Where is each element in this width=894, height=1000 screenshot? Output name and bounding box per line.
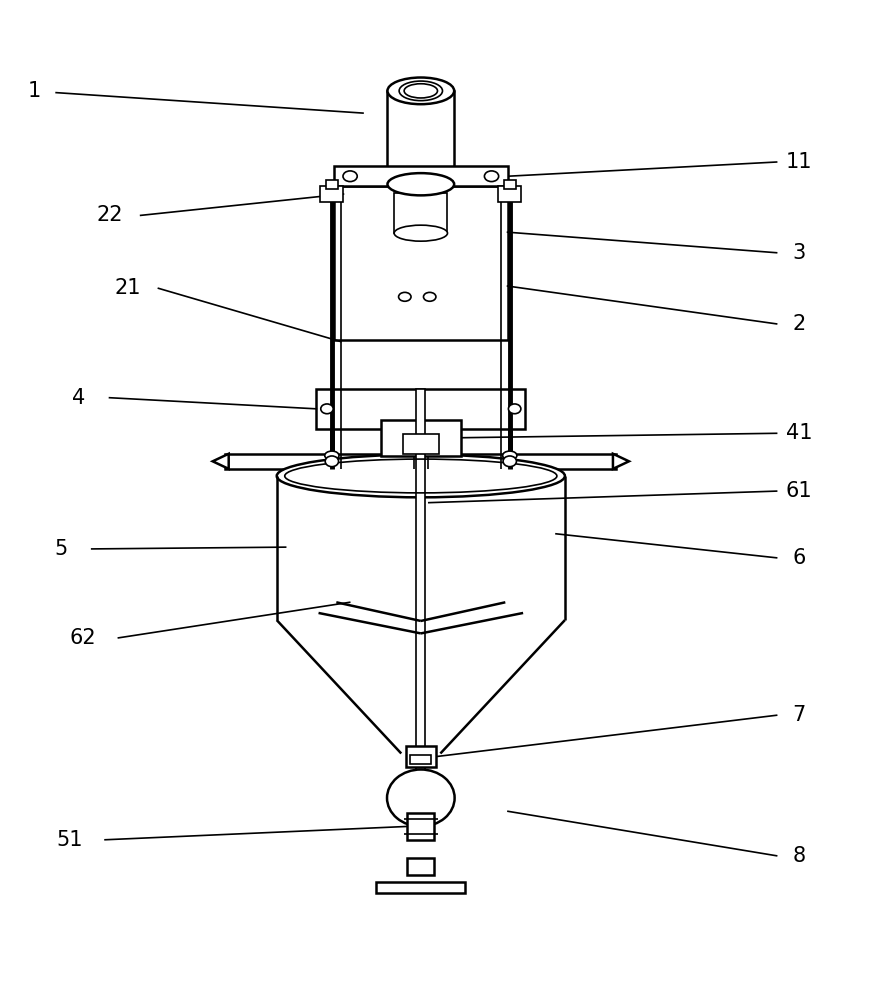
- Bar: [407, 813, 434, 840]
- Bar: [503, 180, 516, 189]
- Text: 5: 5: [54, 539, 67, 559]
- Text: 8: 8: [791, 846, 805, 866]
- Ellipse shape: [325, 456, 338, 467]
- Bar: [402, 434, 438, 454]
- Ellipse shape: [342, 171, 357, 182]
- Ellipse shape: [276, 455, 564, 497]
- Ellipse shape: [386, 770, 454, 826]
- Bar: [320, 186, 343, 202]
- Polygon shape: [213, 454, 229, 469]
- Ellipse shape: [325, 451, 339, 460]
- Bar: [393, 193, 447, 233]
- Bar: [316, 389, 525, 429]
- Bar: [405, 746, 435, 767]
- Bar: [416, 389, 425, 834]
- Text: 21: 21: [114, 278, 140, 298]
- Bar: [333, 166, 507, 186]
- Text: 6: 6: [791, 548, 805, 568]
- Ellipse shape: [502, 451, 517, 460]
- Text: 41: 41: [785, 423, 811, 443]
- Text: 11: 11: [785, 152, 811, 172]
- Ellipse shape: [423, 292, 435, 301]
- Bar: [407, 858, 434, 875]
- Bar: [333, 186, 507, 340]
- Ellipse shape: [508, 404, 520, 414]
- Text: 1: 1: [27, 81, 40, 101]
- Ellipse shape: [387, 173, 453, 195]
- Ellipse shape: [387, 78, 453, 104]
- Bar: [387, 91, 453, 184]
- Text: 62: 62: [70, 628, 96, 648]
- Bar: [409, 755, 431, 764]
- Ellipse shape: [398, 292, 410, 301]
- Bar: [225, 454, 616, 469]
- Bar: [498, 186, 520, 202]
- Ellipse shape: [393, 225, 447, 241]
- Ellipse shape: [502, 456, 516, 467]
- Text: 2: 2: [791, 314, 805, 334]
- Text: 3: 3: [791, 243, 805, 263]
- Ellipse shape: [404, 84, 437, 98]
- Text: 22: 22: [97, 205, 122, 225]
- Text: 7: 7: [791, 705, 805, 725]
- Text: 51: 51: [56, 830, 82, 850]
- Ellipse shape: [484, 171, 498, 182]
- Bar: [325, 180, 338, 189]
- Bar: [375, 882, 465, 893]
- Bar: [380, 420, 460, 456]
- Text: 4: 4: [72, 388, 85, 408]
- Ellipse shape: [320, 404, 333, 414]
- Polygon shape: [612, 454, 628, 469]
- Text: 61: 61: [785, 481, 811, 501]
